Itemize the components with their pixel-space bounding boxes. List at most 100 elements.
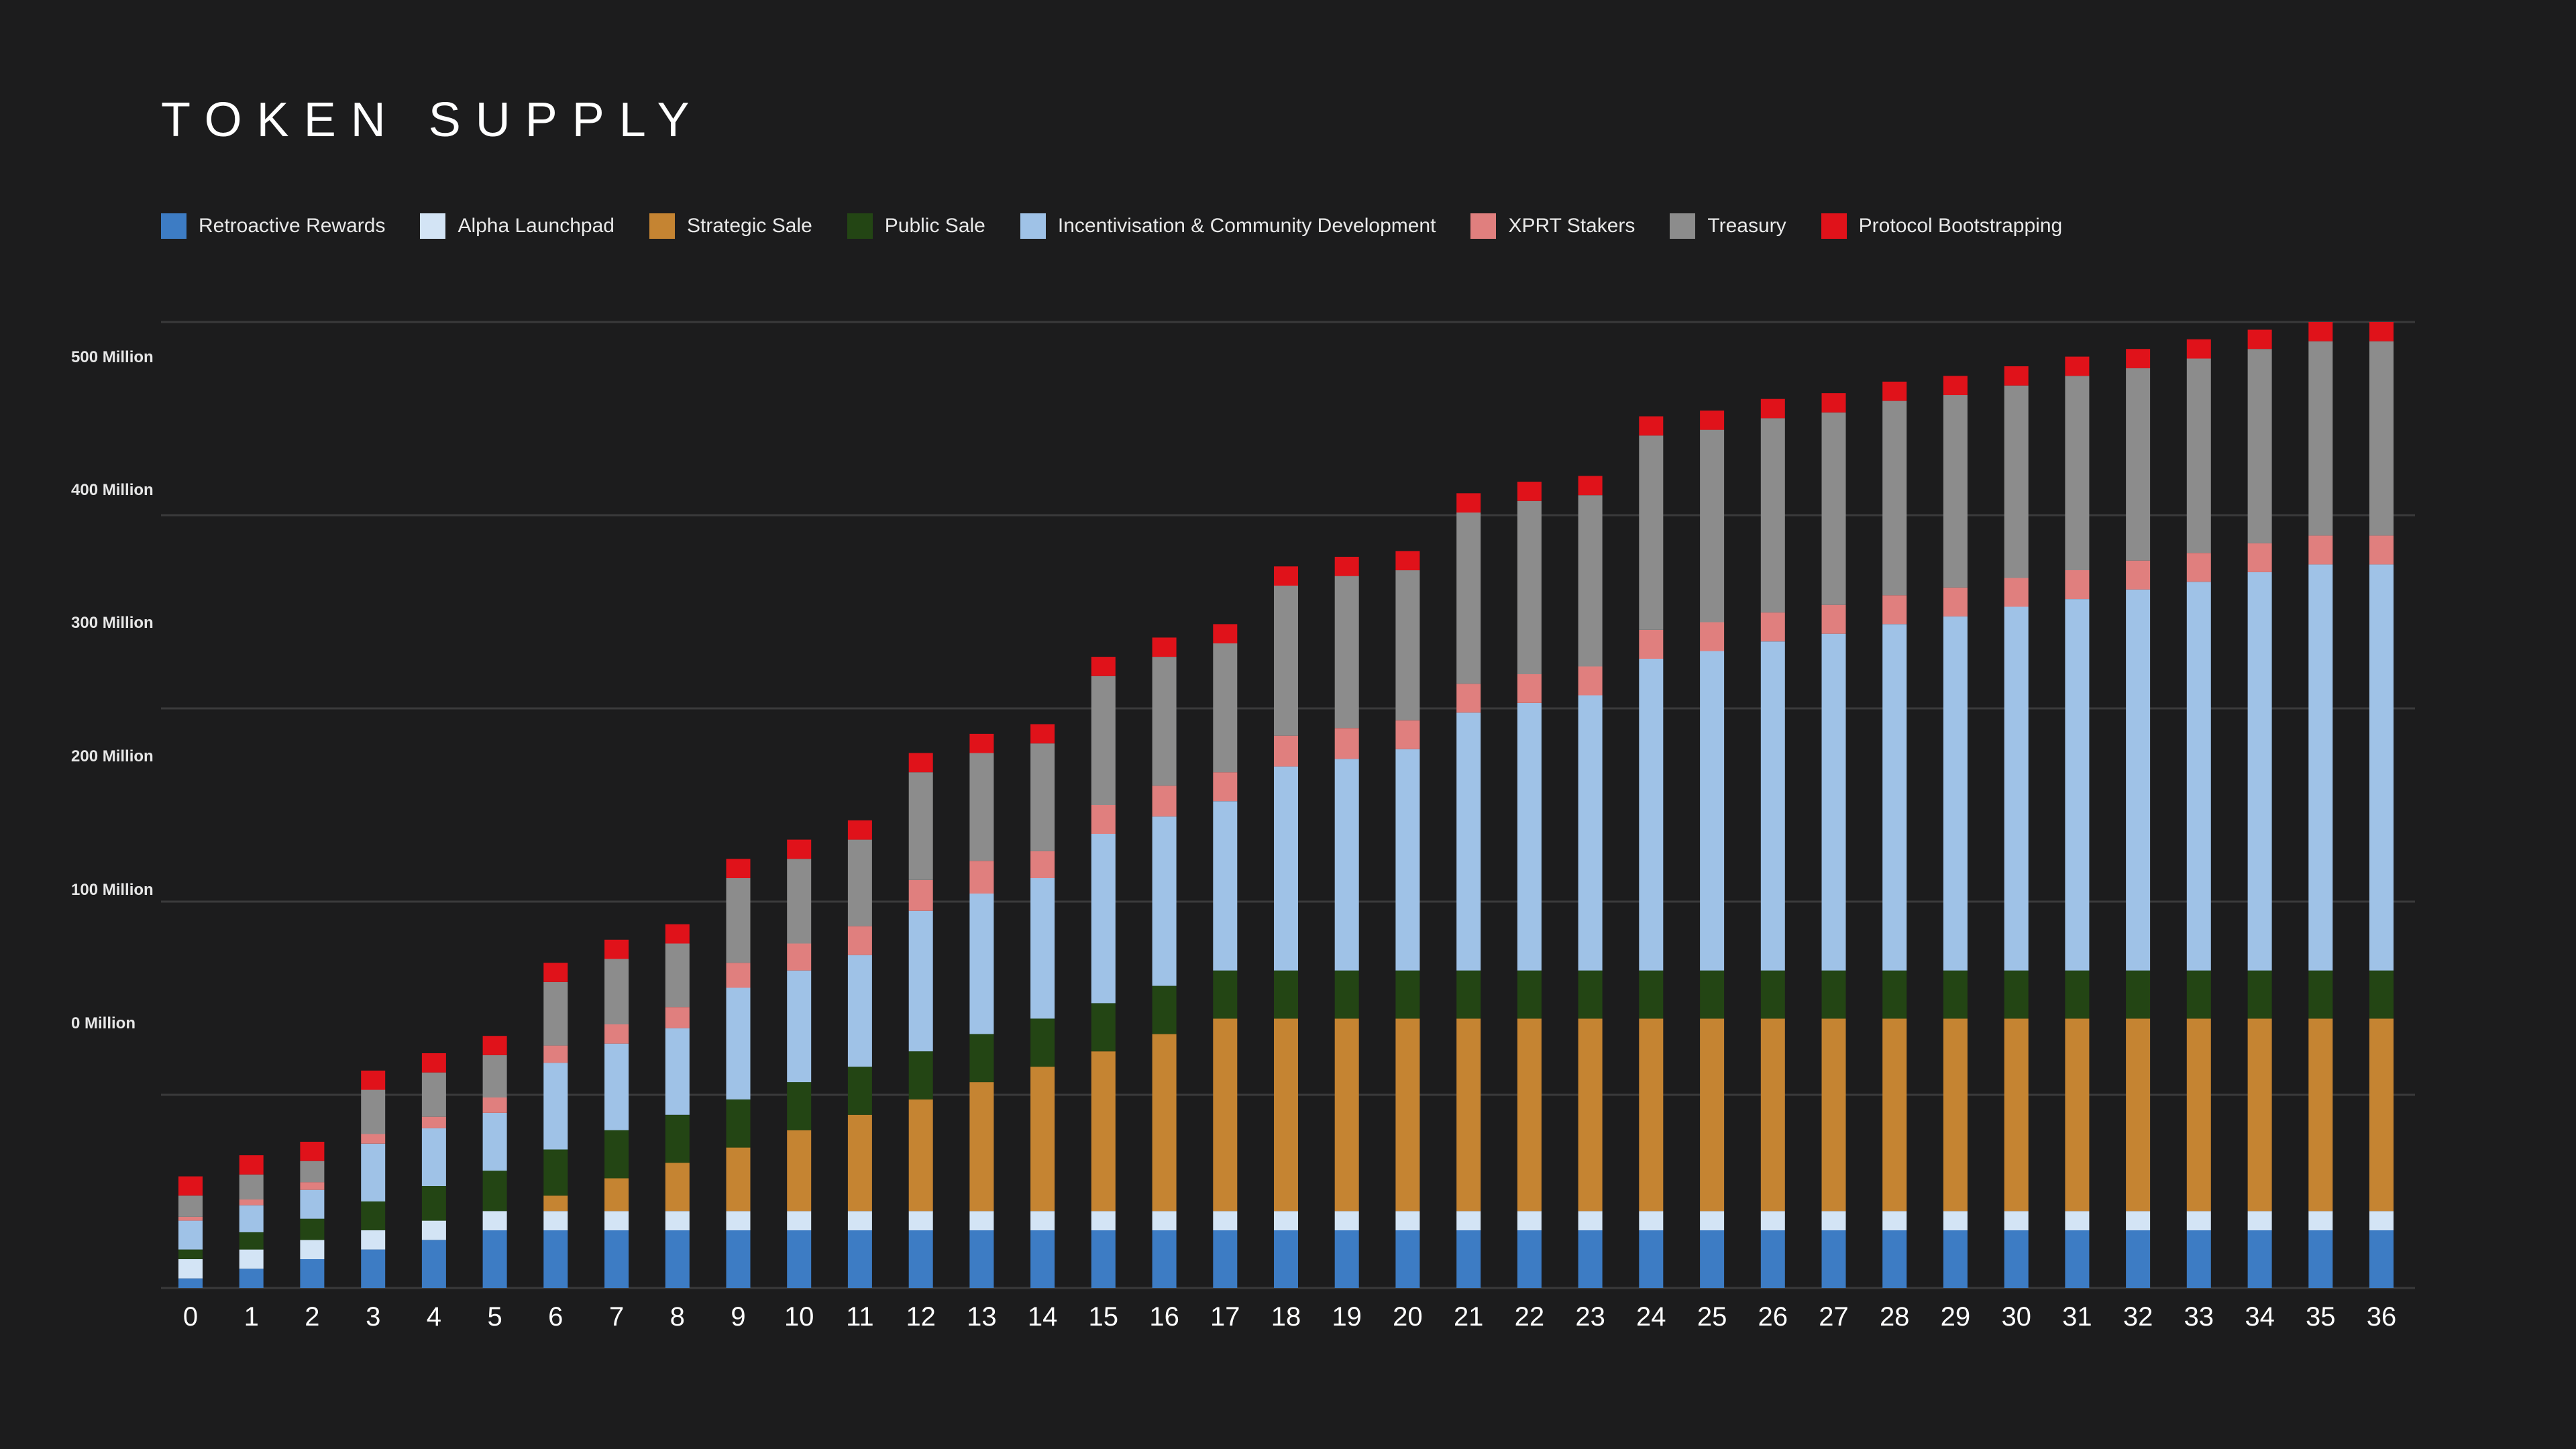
bar-segment <box>1334 970 1359 1019</box>
bar-segment <box>1943 376 1968 395</box>
legend-swatch <box>847 213 873 239</box>
bar-segment <box>1517 674 1542 703</box>
x-tick-label: 2 <box>305 1302 319 1332</box>
bar-segment <box>1456 1230 1481 1288</box>
bar-segment <box>2369 564 2394 971</box>
bar-segment <box>1760 1018 1785 1212</box>
bar-segment <box>2308 535 2333 565</box>
legend-label: Alpha Launchpad <box>458 215 614 237</box>
bar-segment <box>2126 1230 2151 1288</box>
bar-segment <box>1091 1230 1116 1288</box>
y-tick-label: 500 Million <box>71 348 154 366</box>
bar-segment <box>1456 712 1481 971</box>
bar-segment <box>1760 1211 1785 1230</box>
bar-segment <box>2247 543 2272 572</box>
bar-segment <box>1091 834 1116 1004</box>
bar-segment <box>1395 1018 1420 1212</box>
x-tick-label: 6 <box>548 1302 563 1332</box>
bar-segment <box>1213 970 1238 1019</box>
bar-segment <box>361 1201 386 1230</box>
bar-segment <box>2247 329 2272 350</box>
x-tick-label: 11 <box>846 1302 874 1332</box>
bar-segment <box>1274 586 1298 736</box>
chart-legend: Retroactive Rewards Alpha Launchpad Strate… <box>161 213 2097 239</box>
bar-segment <box>787 1082 812 1130</box>
bar-segment <box>482 1171 507 1212</box>
bar-segment <box>665 1230 690 1288</box>
bar-segment <box>2004 1018 2029 1212</box>
bar-segment <box>1700 429 1725 623</box>
bar-segment <box>1213 643 1238 773</box>
bar-segment <box>1274 566 1298 586</box>
bar-segment <box>1030 878 1055 1019</box>
legend-label: Strategic Sale <box>686 215 812 237</box>
bar-segment <box>1152 985 1177 1034</box>
bar-segment <box>1882 970 1907 1019</box>
bar-segment <box>482 1230 507 1288</box>
bar-segment <box>361 1134 386 1144</box>
bar-segment <box>1578 695 1603 971</box>
bar-segment <box>1517 703 1542 971</box>
x-tick-label: 32 <box>2123 1302 2153 1332</box>
bar-segment <box>1700 970 1725 1019</box>
bar-segment <box>1213 1230 1238 1288</box>
bar-segment <box>969 1230 994 1288</box>
bar-segment <box>2369 535 2394 565</box>
bar-segment <box>1213 801 1238 971</box>
x-tick-label: 20 <box>1393 1302 1423 1332</box>
bar-segment <box>2186 582 2211 971</box>
bar-segment <box>1700 411 1725 430</box>
bar-segment <box>239 1155 264 1175</box>
bar-segment <box>1395 1230 1420 1288</box>
bar-segment <box>2126 560 2151 590</box>
bar-segment <box>543 1195 568 1212</box>
bar-segment <box>1517 482 1542 501</box>
bar-segment <box>1030 1230 1055 1288</box>
bar-segment <box>847 1067 872 1115</box>
bar-segment <box>2308 1211 2333 1230</box>
legend-item: Treasury <box>1670 213 1786 239</box>
bar-segment <box>421 1116 446 1128</box>
bar-segment <box>421 1072 446 1117</box>
bar-segment <box>1882 1230 1907 1288</box>
bar-segment <box>969 894 994 1034</box>
x-axis-labels: 0 1 2 3 4 5 6 7 8 9 10 11 12 13 14 15 16 17 18 19 20 21 22 23 24… <box>183 1302 2396 1332</box>
bar-segment <box>726 963 751 988</box>
bar-segment <box>1334 728 1359 759</box>
bar-segment <box>2308 564 2333 971</box>
bar-segment <box>908 879 933 911</box>
x-tick-label: 28 <box>1880 1302 1910 1332</box>
bar-segment <box>1334 1018 1359 1212</box>
bar-segment <box>239 1249 264 1269</box>
bar-segment <box>665 1211 690 1230</box>
bar-segment <box>1639 970 1664 1019</box>
bar-segment <box>1091 1211 1116 1230</box>
bar-segment <box>543 1063 568 1150</box>
bar-segment <box>300 1259 325 1288</box>
bar-segment <box>665 1007 690 1028</box>
bar-segment <box>2126 589 2151 971</box>
bar-segment <box>178 1259 203 1279</box>
legend-item: Public Sale <box>847 213 985 239</box>
x-tick-label: 3 <box>366 1302 380 1332</box>
bar-segment <box>361 1230 386 1250</box>
x-tick-label: 8 <box>670 1302 685 1332</box>
y-tick-label: 200 Million <box>71 747 154 765</box>
bar-segment <box>847 1114 872 1212</box>
legend-swatch <box>649 213 675 239</box>
bar-segment <box>2247 349 2272 543</box>
bar-segment <box>1517 970 1542 1019</box>
bar-segment <box>1395 570 1420 720</box>
bar-segment <box>665 1028 690 1115</box>
bar-segment <box>1334 1230 1359 1288</box>
bar-segment <box>969 733 994 753</box>
bar-segment <box>1882 624 1907 971</box>
bar-segment <box>2126 1211 2151 1230</box>
bar-segment <box>1882 1018 1907 1212</box>
bar-segment <box>1700 622 1725 651</box>
bar-segment <box>1943 395 1968 588</box>
bar-segment <box>1030 724 1055 744</box>
bar-segment <box>1091 676 1116 805</box>
bar-segment <box>1639 435 1664 630</box>
bar-segment <box>847 839 872 926</box>
